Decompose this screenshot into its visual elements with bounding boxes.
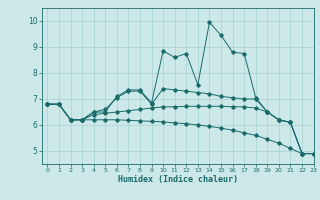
X-axis label: Humidex (Indice chaleur): Humidex (Indice chaleur) xyxy=(118,175,237,184)
